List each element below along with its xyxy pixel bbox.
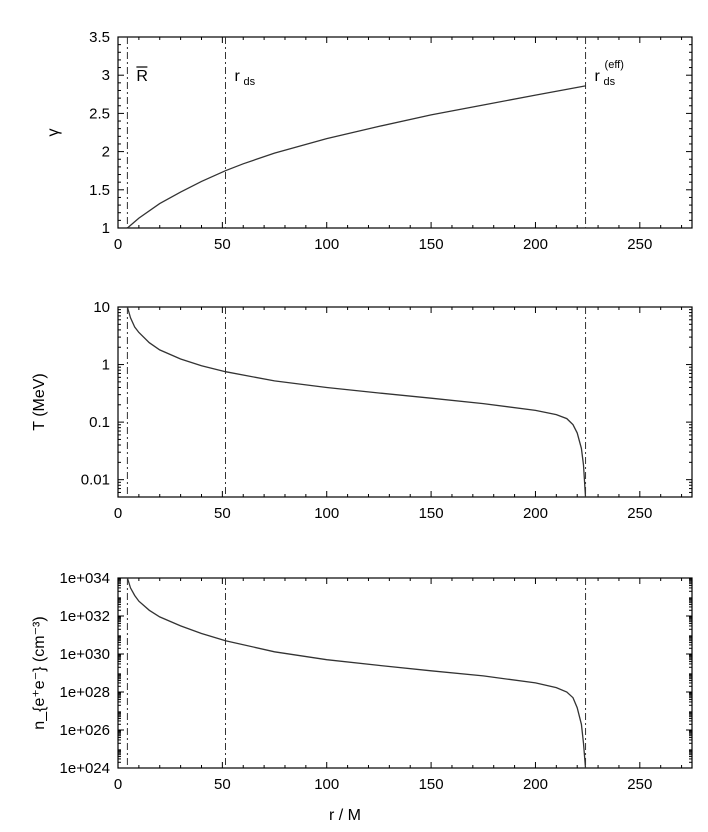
- y-tick-label: 1e+030: [60, 646, 110, 663]
- y-tick-label: 0.1: [89, 414, 110, 431]
- marker-label-main: r: [234, 68, 240, 85]
- y-tick-label: 2: [102, 144, 110, 161]
- plot-frame: [117, 306, 693, 498]
- y-tick-label: 1: [102, 220, 110, 237]
- y-tick-label: 0.01: [81, 472, 110, 489]
- x-tick-label: 100: [314, 236, 339, 253]
- y-tick-label: 10: [93, 299, 110, 316]
- y-tick-label: 1e+028: [60, 684, 110, 701]
- x-tick-label: 250: [627, 776, 652, 793]
- marker-label-sup: (eff): [605, 59, 624, 71]
- y-axis-title: n_{e⁺e⁻} (cm⁻³): [31, 616, 48, 729]
- x-tick-label: 50: [214, 505, 231, 522]
- y-tick-label: 1e+026: [60, 722, 110, 739]
- x-axis-title: r / M: [329, 807, 361, 824]
- x-tick-label: 150: [419, 776, 444, 793]
- x-tick-label: 200: [523, 505, 548, 522]
- x-tick-label: 250: [627, 505, 652, 522]
- y-tick-label: 2.5: [89, 105, 110, 122]
- x-tick-label: 0: [114, 505, 122, 522]
- temperature-panel: 0 50 100 150 200 250 10 1 0.1 0.01 T (MeV): [31, 299, 693, 522]
- pair-density-panel: 0 50 100 150 200 250 1e+034 1e+032 1e+030 1e+028 1…: [31, 570, 693, 824]
- y-axis-title: T (MeV): [31, 373, 48, 430]
- y-axis-title: γ: [45, 129, 62, 137]
- marker-label: r ds: [234, 68, 255, 88]
- marker-label-sub: ds: [604, 76, 616, 88]
- y-tick-label: 1e+024: [60, 760, 110, 777]
- y-tick-label: 1e+032: [60, 608, 110, 625]
- x-tick-label: 50: [214, 236, 231, 253]
- marker-label: r (eff) ds: [595, 59, 624, 88]
- data-curve: [126, 577, 587, 769]
- data-curve: [126, 306, 587, 498]
- y-tick-label: 1e+034: [60, 570, 110, 587]
- x-tick-label: 0: [114, 236, 122, 253]
- x-tick-label: 50: [214, 776, 231, 793]
- marker-label-sub: ds: [243, 76, 255, 88]
- plot-frame: [117, 577, 693, 769]
- x-tick-label: 200: [523, 236, 548, 253]
- marker-label: R: [136, 68, 148, 85]
- x-tick-label: 100: [314, 776, 339, 793]
- x-tick-label: 250: [627, 236, 652, 253]
- x-tick-label: 0: [114, 776, 122, 793]
- y-tick-label: 3: [102, 67, 110, 84]
- plot-frame: [117, 36, 693, 229]
- y-tick-label: 1.5: [89, 182, 110, 199]
- marker-label-main: R: [136, 68, 148, 85]
- x-tick-label: 150: [419, 505, 444, 522]
- x-tick-label: 150: [419, 236, 444, 253]
- y-tick-label: 3.5: [89, 29, 110, 46]
- marker-label-main: r: [595, 68, 601, 85]
- y-tick-label: 1: [102, 357, 110, 374]
- x-tick-label: 100: [314, 505, 339, 522]
- data-curve: [126, 85, 586, 229]
- x-tick-label: 200: [523, 776, 548, 793]
